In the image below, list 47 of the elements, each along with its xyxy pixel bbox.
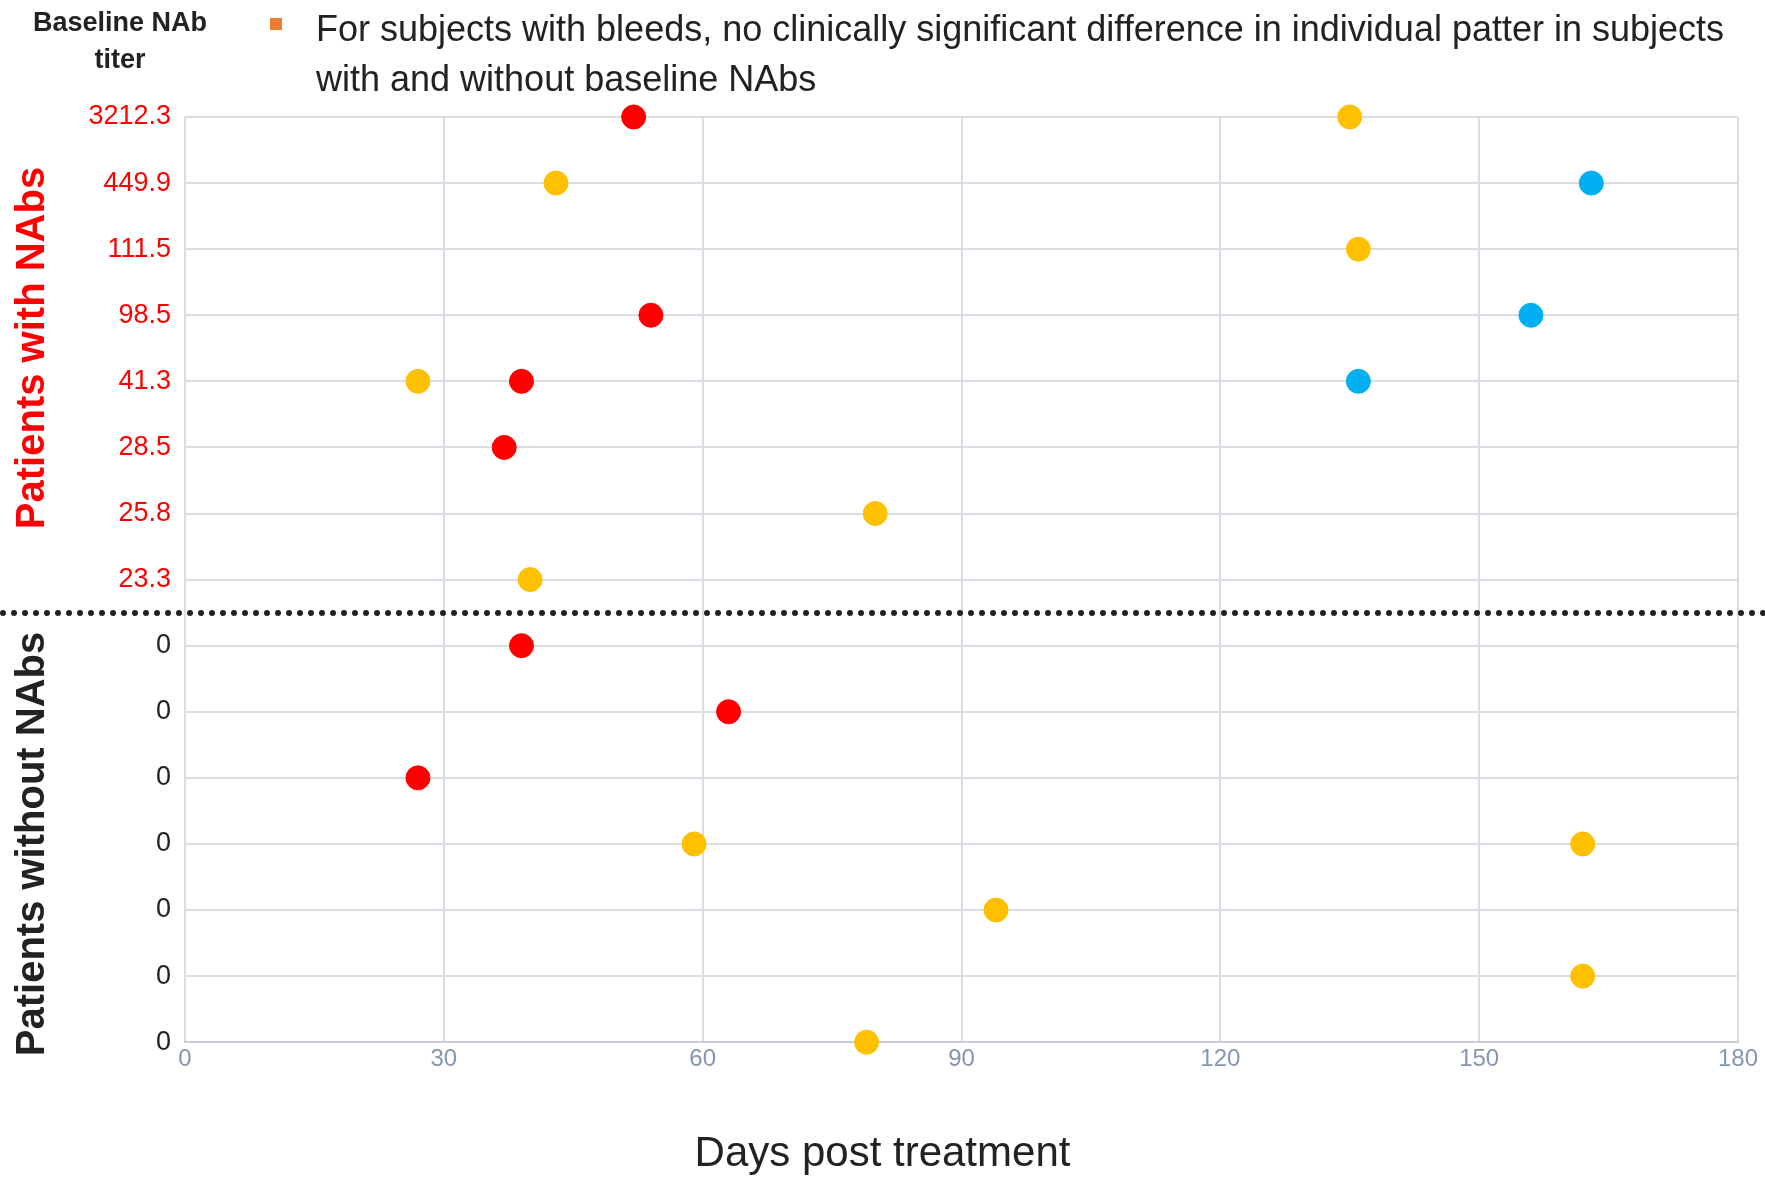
point [508, 368, 534, 394]
x-tick-label: 150 [1459, 1044, 1500, 1072]
point [543, 170, 569, 196]
x-tick-label: 30 [430, 1044, 458, 1072]
x-axis-title: Days post treatment [693, 1128, 1072, 1176]
point [1337, 104, 1363, 130]
point [405, 765, 431, 791]
y-tick-label: 0 [155, 959, 171, 990]
y-tick-label: 449.9 [103, 166, 171, 197]
x-tick-label: 60 [689, 1044, 717, 1072]
point [1570, 963, 1596, 989]
y-tick-label: 98.5 [118, 298, 171, 329]
y-tick-label: 0 [155, 827, 171, 858]
y-tick-label: 0 [155, 629, 171, 660]
point [1345, 236, 1371, 262]
y-tick-label: 3212.3 [88, 100, 171, 131]
point [621, 104, 647, 130]
point [1578, 170, 1604, 196]
y-tick-label: 25.8 [118, 496, 171, 527]
y-tick-label: 111.5 [107, 232, 171, 263]
point [638, 302, 664, 328]
point [1345, 368, 1371, 394]
text: Patients with NAbs [7, 167, 53, 530]
y-tick-label: 28.5 [118, 430, 171, 461]
point [508, 633, 534, 659]
y-tick-label: 23.3 [118, 563, 171, 594]
y-tick-label: 41.3 [118, 364, 171, 395]
point [983, 897, 1009, 923]
point [681, 831, 707, 857]
point [517, 567, 543, 593]
y-tick-label: 0 [155, 761, 171, 792]
point [1518, 302, 1544, 328]
x-tick-label: 0 [178, 1044, 192, 1072]
text: Patients without NAbs [7, 631, 53, 1057]
point [405, 368, 431, 394]
point [862, 501, 888, 527]
point [1570, 831, 1596, 857]
x-tick-label: 120 [1200, 1044, 1241, 1072]
y-tick-label: 0 [155, 893, 171, 924]
x-tick-label: 90 [948, 1044, 975, 1072]
y-tick-label: 0 [155, 695, 171, 726]
point [491, 434, 517, 460]
point [716, 699, 742, 725]
y-axis-title: Baseline NAb titer [31, 6, 209, 76]
x-tick-label: 180 [1717, 1044, 1759, 1072]
point [854, 1029, 880, 1055]
chart-subtitle: For subjects with bleeds, no clinically significant difference in individual patter in subjects with and without baseline NAbs [316, 7, 1726, 101]
